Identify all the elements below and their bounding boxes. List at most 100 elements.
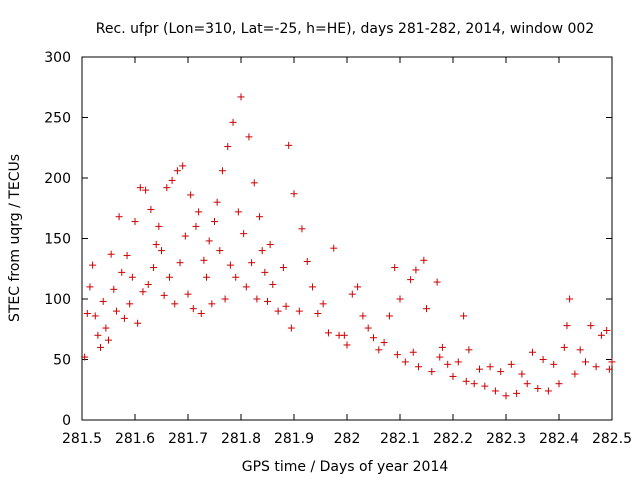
data-point: [544, 387, 552, 395]
data-point: [295, 307, 303, 315]
data-point: [269, 280, 277, 288]
data-point: [176, 259, 184, 267]
data-point: [428, 368, 436, 376]
data-point: [343, 341, 351, 349]
data-point: [94, 331, 102, 339]
data-point: [192, 222, 200, 230]
data-point: [476, 365, 483, 373]
data-point: [86, 283, 94, 291]
data-point: [195, 208, 203, 216]
data-point: [205, 237, 213, 245]
data-point: [603, 326, 611, 334]
data-point: [393, 351, 401, 359]
y-tick-label: 150: [44, 232, 71, 248]
data-point: [287, 324, 295, 332]
data-point: [226, 261, 234, 269]
data-point: [582, 358, 589, 366]
data-point: [245, 133, 253, 141]
plot-area: [81, 56, 613, 421]
data-point: [232, 273, 240, 281]
data-point: [211, 218, 218, 226]
plot-frame: [81, 56, 613, 421]
data-point: [158, 247, 165, 255]
data-point: [279, 264, 287, 272]
data-point: [497, 368, 505, 376]
data-point: [587, 322, 595, 330]
data-point: [592, 363, 600, 371]
y-tick-label: 250: [44, 111, 71, 127]
data-point: [187, 191, 195, 199]
data-point: [274, 307, 282, 315]
data-point: [112, 307, 120, 315]
data-point: [91, 312, 99, 320]
y-tick-label: 0: [62, 413, 71, 429]
data-point: [237, 93, 245, 101]
data-point: [99, 297, 107, 305]
data-point: [298, 225, 306, 233]
data-point: [261, 268, 269, 276]
data-point: [229, 118, 237, 126]
y-axis: 0 50 100 150 200 250 300: [44, 50, 612, 429]
data-point: [481, 382, 489, 390]
data-point: [118, 268, 126, 276]
data-point: [438, 343, 446, 351]
data-point: [340, 331, 348, 339]
data-point: [221, 295, 229, 303]
data-point: [83, 310, 91, 318]
data-point: [309, 283, 317, 291]
data-point: [491, 387, 499, 395]
x-tick-label: 282.3: [486, 431, 526, 447]
data-point: [136, 184, 144, 192]
data-point: [597, 331, 605, 339]
data-point: [380, 339, 388, 347]
data-point: [264, 297, 271, 305]
data-point: [218, 167, 226, 175]
data-point: [89, 261, 97, 269]
data-point: [173, 167, 181, 175]
data-point: [486, 363, 494, 371]
x-tick-label: 281.8: [221, 431, 261, 447]
data-point: [605, 365, 613, 373]
data-point: [529, 348, 536, 356]
y-axis-label: STEC from uqrg / TECUs: [7, 154, 23, 322]
data-point: [423, 305, 430, 313]
data-point: [134, 319, 142, 327]
data-point: [534, 385, 542, 393]
data-point: [436, 353, 444, 361]
data-points: [81, 93, 616, 400]
data-point: [152, 241, 160, 249]
data-point: [179, 162, 187, 170]
data-point: [208, 300, 216, 308]
data-point: [266, 241, 274, 249]
x-tick-label: 282.2: [433, 431, 473, 447]
data-point: [105, 336, 112, 344]
data-point: [370, 334, 377, 342]
data-point: [364, 324, 372, 332]
data-point: [163, 184, 171, 192]
data-point: [181, 232, 189, 240]
data-point: [107, 250, 115, 258]
data-point: [142, 186, 150, 194]
y-tick-label: 300: [44, 50, 71, 66]
x-tick-label: 281.5: [62, 431, 102, 447]
data-point: [110, 285, 118, 293]
data-point: [465, 346, 473, 354]
data-point: [81, 353, 89, 361]
data-point: [407, 276, 415, 284]
data-point: [409, 348, 417, 356]
data-point: [420, 256, 428, 264]
data-point: [240, 230, 248, 238]
data-point: [189, 305, 197, 313]
x-tick-label: 282.4: [539, 431, 579, 447]
data-point: [250, 179, 258, 187]
x-tick-label: 282.5: [592, 431, 632, 447]
x-tick-label: 281.9: [274, 431, 314, 447]
data-point: [285, 141, 293, 149]
data-point: [391, 264, 399, 272]
x-tick-label: 282.1: [380, 431, 420, 447]
data-point: [171, 300, 179, 308]
data-point: [608, 358, 616, 366]
data-point: [560, 343, 568, 351]
data-point: [144, 280, 152, 288]
